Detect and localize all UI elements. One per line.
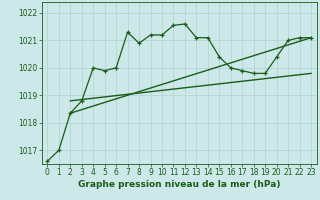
X-axis label: Graphe pression niveau de la mer (hPa): Graphe pression niveau de la mer (hPa) xyxy=(78,180,280,189)
